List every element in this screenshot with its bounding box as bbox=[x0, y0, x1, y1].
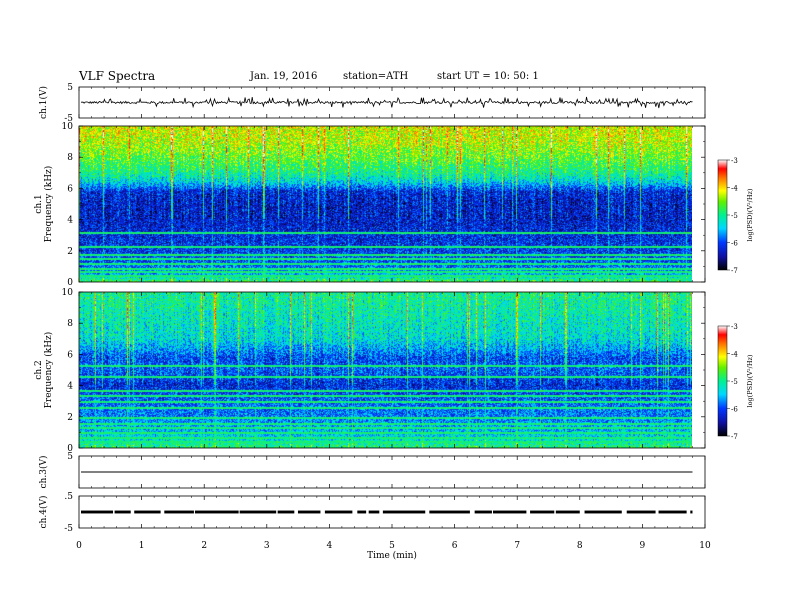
ch1-waveform-trace bbox=[81, 96, 693, 109]
x-tick-label: 8 bbox=[577, 541, 583, 551]
ch2-spectrogram-colorbar-tick-label: -3 bbox=[731, 323, 738, 331]
ch4-waveform-trace-segment bbox=[690, 510, 693, 514]
ch4-waveform-trace-segment bbox=[584, 510, 622, 514]
ch2-spectrogram-colorbar-label: log(PSD)(V²/Hz) bbox=[746, 354, 754, 407]
ch1-spectrogram-y-tick-label: 8 bbox=[67, 153, 73, 163]
ch1-spectrogram-y-axis-label: Frequency (kHz) bbox=[43, 166, 54, 243]
ch1-spectrogram-colorbar-tick-label: -4 bbox=[731, 185, 738, 193]
ch4-waveform-trace-segment bbox=[277, 510, 295, 514]
ch2-spectrogram-y-tick-label: 4 bbox=[67, 382, 73, 392]
ch1-spectrogram-y-axis-label: ch.1 bbox=[34, 194, 44, 213]
ch1-spectrogram-colorbar bbox=[717, 159, 728, 271]
ch4-waveform-y-tick-label: -5 bbox=[64, 524, 73, 534]
ch1-spectrogram-colorbar-label: log(PSD)(V²/Hz) bbox=[746, 188, 754, 241]
ch1-spectrogram-y-tick-label: 10 bbox=[62, 122, 74, 132]
start-time-label: start UT = 10: 50: 1 bbox=[437, 71, 539, 82]
x-axis-label: Time (min) bbox=[367, 550, 417, 561]
ch2-spectrogram-colorbar-tick-label: -6 bbox=[731, 406, 738, 414]
ch2-spectrogram-y-axis-label: ch.2 bbox=[34, 360, 44, 379]
ch4-waveform-trace-segment bbox=[382, 510, 426, 514]
ch2-spectrogram-y-axis-label: Frequency (kHz) bbox=[43, 332, 54, 409]
ch4-waveform-trace-segment bbox=[164, 510, 194, 514]
ch2-spectrogram-y-tick-label: 10 bbox=[62, 288, 74, 298]
x-tick-label: 10 bbox=[699, 541, 711, 551]
ch1-waveform-y-tick-label: -5 bbox=[64, 114, 73, 124]
ch1-spectrogram-colorbar-tick-label: -3 bbox=[731, 157, 738, 165]
ch1-waveform-y-axis-label: ch.1(V) bbox=[38, 86, 49, 119]
ch4-waveform-trace-segment bbox=[324, 510, 353, 514]
ch4-waveform-trace-segment bbox=[357, 510, 367, 514]
station-label: station=ATH bbox=[343, 71, 409, 82]
ch4-waveform-trace-segment bbox=[194, 510, 239, 514]
x-tick-label: 6 bbox=[452, 541, 458, 551]
date-label: Jan. 19, 2016 bbox=[250, 71, 318, 82]
ch2-spectrogram-colorbar-tick-label: -5 bbox=[731, 378, 738, 386]
ch1-spectrogram-y-tick-label: 0 bbox=[67, 278, 73, 288]
x-tick-label: 9 bbox=[640, 541, 646, 551]
chart-marks: 5 -5 ch.1(V) -3 -4 -5 -6 -7 log(PSD)(V²/Hz) 0 2 4 6 8… bbox=[34, 83, 754, 561]
x-tick-label: 2 bbox=[201, 541, 207, 551]
ch4-waveform-trace-segment bbox=[114, 510, 131, 514]
ch4-waveform-trace-segment bbox=[429, 510, 470, 514]
ch3-waveform-y-tick-label: 5 bbox=[67, 452, 73, 462]
ch4-waveform-trace-segment bbox=[658, 510, 687, 514]
ch4-waveform-trace-segment bbox=[368, 510, 380, 514]
ch1-spectrogram-heatmap-image bbox=[79, 126, 692, 282]
ch3-waveform-y-axis-label: ch.3(V) bbox=[38, 456, 49, 489]
ch4-waveform-y-axis-label: ch.4(V) bbox=[38, 496, 49, 529]
spectrogram-images bbox=[79, 126, 692, 448]
x-tick-label: 5 bbox=[389, 541, 395, 551]
ch2-spectrogram-colorbar bbox=[717, 325, 728, 437]
ch1-waveform-y-tick-label: 5 bbox=[67, 83, 73, 93]
ch2-spectrogram-colorbar-tick-label: -7 bbox=[731, 433, 738, 441]
ch4-waveform-y-tick-label: .5 bbox=[64, 492, 73, 502]
x-tick-label: 3 bbox=[264, 541, 270, 551]
x-tick-label: 7 bbox=[514, 541, 520, 551]
ch2-spectrogram-y-tick-label: 0 bbox=[67, 444, 73, 454]
x-tick-label: 4 bbox=[327, 541, 333, 551]
ch1-spectrogram-y-tick-label: 2 bbox=[67, 247, 73, 257]
ch4-waveform-trace-segment bbox=[626, 510, 656, 514]
ch4-waveform-trace-segment bbox=[81, 510, 114, 514]
ch1-spectrogram-y-tick-label: 6 bbox=[67, 184, 73, 194]
ch4-waveform-trace-segment bbox=[134, 510, 161, 514]
ch4-waveform-trace-segment bbox=[555, 510, 580, 514]
ch2-spectrogram-y-tick-label: 2 bbox=[67, 413, 73, 423]
ch1-spectrogram-colorbar-tick-label: -7 bbox=[731, 267, 738, 275]
ch1-spectrogram-colorbar-tick-label: -5 bbox=[731, 212, 738, 220]
ch4-waveform-trace-segment bbox=[493, 510, 527, 514]
ch2-spectrogram-colorbar-tick-label: -4 bbox=[731, 351, 738, 359]
ch4-waveform-trace-segment bbox=[530, 510, 555, 514]
x-tick-label: 0 bbox=[76, 541, 82, 551]
ch4-waveform-trace-segment bbox=[297, 510, 321, 514]
ch4-waveform-trace-segment bbox=[239, 510, 277, 514]
ch2-spectrogram-y-tick-label: 6 bbox=[67, 350, 73, 360]
ch1-spectrogram-y-tick-label: 4 bbox=[67, 216, 73, 226]
ch4-waveform-trace-segment bbox=[474, 510, 492, 514]
ch2-spectrogram-heatmap-image bbox=[79, 292, 692, 448]
ch2-spectrogram-y-tick-label: 8 bbox=[67, 319, 73, 329]
ch1-spectrogram-colorbar-tick-label: -6 bbox=[731, 240, 738, 248]
figure-title: VLF Spectra bbox=[79, 69, 156, 83]
x-tick-label: 1 bbox=[139, 541, 145, 551]
